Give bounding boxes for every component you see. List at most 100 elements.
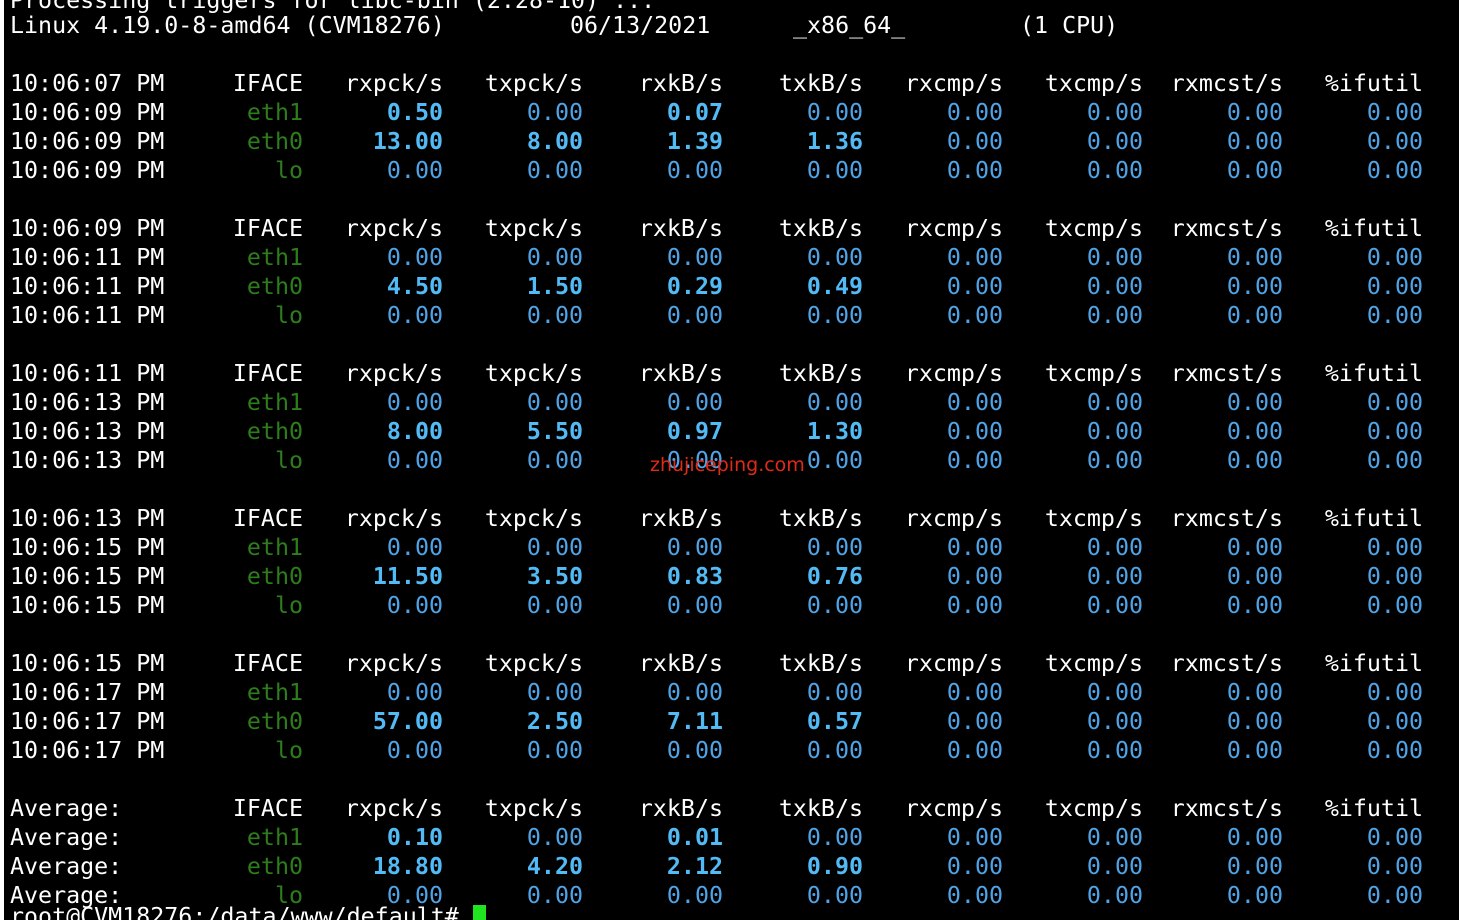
header-row: 10:06:09 PM IFACE rxpck/s txpck/s rxkB/s txkB… — [4, 214, 1459, 243]
metric-value: 11.50 — [372, 563, 443, 590]
iface-name: eth1 — [246, 389, 303, 416]
shell-prompt[interactable]: root@CVM18276:/data/www/default# — [10, 902, 486, 920]
metric-value: 0.00 — [806, 302, 863, 329]
column-header: %ifutil — [1324, 70, 1423, 97]
metric-value: 0.00 — [386, 592, 443, 619]
iface-name: eth1 — [246, 824, 303, 851]
column-header: IFACE — [232, 360, 303, 387]
metric-value: 0.00 — [946, 563, 1003, 590]
sysinfo-line: Linux 4.19.0-8-amd64 (CVM18276) 06/13/20… — [4, 11, 1459, 40]
metric-value: 0.00 — [666, 737, 723, 764]
data-row: 10:06:13 PM eth1 0.00 0.00 0.00 0.00 0.00 0.00 0… — [4, 388, 1459, 417]
metric-value: 0.00 — [666, 302, 723, 329]
data-row: 10:06:09 PM eth1 0.50 0.00 0.07 0.00 0.00 0.00 0… — [4, 98, 1459, 127]
metric-value: 18.80 — [372, 853, 443, 880]
metric-value: 0.00 — [1226, 302, 1283, 329]
metric-value: 0.00 — [1226, 853, 1283, 880]
metric-value: 0.00 — [946, 389, 1003, 416]
metric-value: 0.00 — [1226, 447, 1283, 474]
column-header: IFACE — [232, 795, 303, 822]
metric-value: 0.00 — [386, 244, 443, 271]
column-header: txpck/s — [484, 795, 583, 822]
metric-value: 0.00 — [946, 99, 1003, 126]
metric-value: 0.00 — [1086, 128, 1143, 155]
date-info: 06/13/2021 — [570, 12, 711, 39]
metric-value: 0.00 — [1226, 882, 1283, 909]
metric-value: 0.00 — [386, 679, 443, 706]
column-header: rxkB/s — [638, 795, 723, 822]
column-header: rxkB/s — [638, 215, 723, 242]
metric-value: 0.97 — [666, 418, 723, 445]
cursor-block — [472, 905, 486, 920]
metric-value: 0.00 — [1086, 882, 1143, 909]
metric-value: 0.57 — [806, 708, 863, 735]
data-row: 10:06:15 PM eth1 0.00 0.00 0.00 0.00 0.00 0.00 0… — [4, 533, 1459, 562]
metric-value: 0.00 — [1086, 244, 1143, 271]
metric-value: 0.00 — [1366, 302, 1423, 329]
metric-value: 0.00 — [666, 592, 723, 619]
column-header: txcmp/s — [1044, 505, 1143, 532]
metric-value: 0.00 — [946, 882, 1003, 909]
metric-value: 0.00 — [526, 99, 583, 126]
metric-value: 0.00 — [526, 592, 583, 619]
header-time: 10:06:13 PM — [10, 505, 165, 532]
metric-value: 0.00 — [946, 157, 1003, 184]
data-row: 10:06:11 PM eth0 4.50 1.50 0.29 0.49 0.00 0.00 0… — [4, 272, 1459, 301]
column-header: rxmcst/s — [1170, 505, 1283, 532]
row-time: 10:06:11 PM — [10, 244, 165, 271]
metric-value: 0.00 — [946, 128, 1003, 155]
column-header: txkB/s — [778, 70, 863, 97]
metric-value: 0.00 — [1086, 447, 1143, 474]
column-header: rxkB/s — [638, 360, 723, 387]
metric-value: 0.00 — [386, 157, 443, 184]
metric-value: 0.00 — [1226, 157, 1283, 184]
column-header: %ifutil — [1324, 650, 1423, 677]
metric-value: 0.07 — [666, 99, 723, 126]
metric-value: 0.00 — [1086, 708, 1143, 735]
metric-value: 0.00 — [526, 389, 583, 416]
column-header: rxmcst/s — [1170, 215, 1283, 242]
column-header: rxpck/s — [344, 215, 443, 242]
metric-value: 0.00 — [1226, 824, 1283, 851]
metric-value: 0.00 — [1086, 853, 1143, 880]
iface-name: eth0 — [246, 708, 303, 735]
row-time: 10:06:17 PM — [10, 708, 165, 735]
column-header: txkB/s — [778, 795, 863, 822]
metric-value: 0.00 — [666, 534, 723, 561]
data-row: 10:06:09 PM eth0 13.00 8.00 1.39 1.36 0.00 0.00… — [4, 127, 1459, 156]
metric-value: 0.00 — [1226, 389, 1283, 416]
metric-value: 0.00 — [1226, 563, 1283, 590]
row-time: 10:06:15 PM — [10, 534, 165, 561]
metric-value: 0.00 — [1086, 99, 1143, 126]
iface-name: eth0 — [246, 563, 303, 590]
metric-value: 2.12 — [666, 853, 723, 880]
metric-value: 0.00 — [1226, 244, 1283, 271]
data-row: Average: lo 0.00 0.00 0.00 0.00 0.00 0.00 0.00 0.… — [4, 881, 1459, 910]
metric-value: 0.00 — [526, 737, 583, 764]
terminal-window[interactable]: Processing triggers for libc-bin (2.28-1… — [4, 0, 1459, 920]
column-header: txcmp/s — [1044, 70, 1143, 97]
iface-name: eth0 — [246, 128, 303, 155]
metric-value: 0.00 — [806, 389, 863, 416]
iface-name: eth1 — [246, 534, 303, 561]
column-header: rxpck/s — [344, 650, 443, 677]
metric-value: 0.00 — [806, 592, 863, 619]
column-header: rxkB/s — [638, 70, 723, 97]
metric-value: 0.00 — [1226, 737, 1283, 764]
header-time: Average: — [10, 795, 123, 822]
iface-name: lo — [274, 157, 303, 184]
metric-value: 0.00 — [806, 447, 863, 474]
column-header: IFACE — [232, 215, 303, 242]
data-row: 10:06:13 PM lo 0.00 0.00 0.00 0.00 0.00 0.00 0.0… — [4, 446, 1459, 475]
column-header: txcmp/s — [1044, 650, 1143, 677]
column-header: rxmcst/s — [1170, 70, 1283, 97]
metric-value: 0.00 — [1086, 592, 1143, 619]
metric-value: 0.00 — [1086, 157, 1143, 184]
metric-value: 0.00 — [946, 447, 1003, 474]
column-header: txpck/s — [484, 505, 583, 532]
row-time: 10:06:09 PM — [10, 99, 165, 126]
metric-value: 0.29 — [666, 273, 723, 300]
cut-top-line: Processing triggers for libc-bin (2.28-1… — [10, 0, 656, 14]
metric-value: 0.00 — [1226, 128, 1283, 155]
data-row: 10:06:13 PM eth0 8.00 5.50 0.97 1.30 0.00 0.00 0… — [4, 417, 1459, 446]
